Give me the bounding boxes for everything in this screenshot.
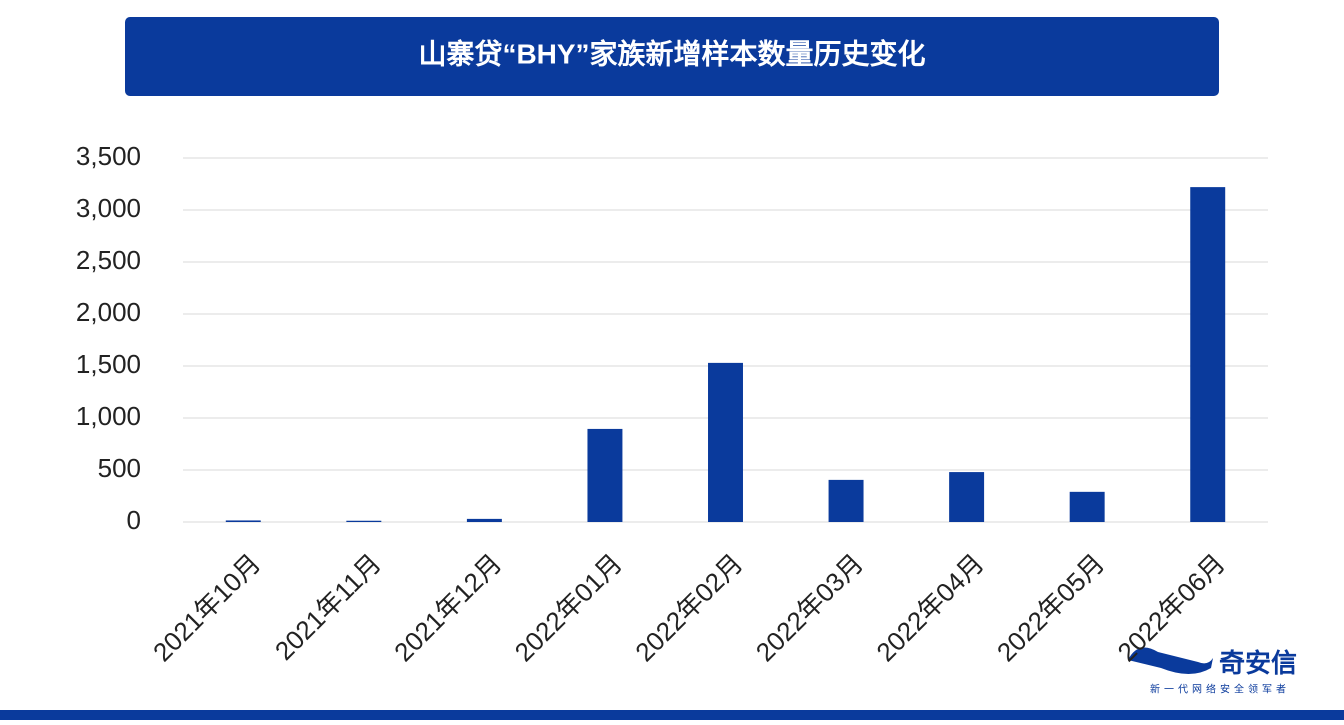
y-tick-label: 500: [98, 453, 141, 483]
bar: [346, 520, 382, 522]
chart-title: 山寨贷“BHY”家族新增样本数量历史变化: [418, 37, 925, 69]
logo-slogan: 新一代网络安全领军者: [1150, 683, 1290, 696]
bar: [708, 362, 743, 522]
bar: [949, 472, 985, 522]
logo-icon: [1128, 647, 1213, 674]
bar: [466, 518, 502, 522]
y-tick-label: 0: [127, 505, 141, 535]
logo-name: 奇安信: [1219, 648, 1297, 678]
y-tick-label: 2,000: [76, 297, 141, 327]
footer-bar: [0, 710, 1344, 720]
bar: [1069, 491, 1105, 522]
y-tick-label: 3,500: [76, 141, 141, 171]
y-tick-label: 3,000: [76, 193, 141, 223]
bar: [587, 428, 623, 522]
y-tick-label: 1,000: [76, 401, 141, 431]
y-tick-label: 1,500: [76, 349, 141, 379]
y-tick-label: 2,500: [76, 245, 141, 275]
bar: [225, 520, 261, 522]
title-banner: [125, 17, 1219, 96]
bar: [828, 479, 864, 522]
bar: [1190, 187, 1226, 522]
logo: 奇安信 新一代网络安全领军者: [1128, 647, 1297, 696]
